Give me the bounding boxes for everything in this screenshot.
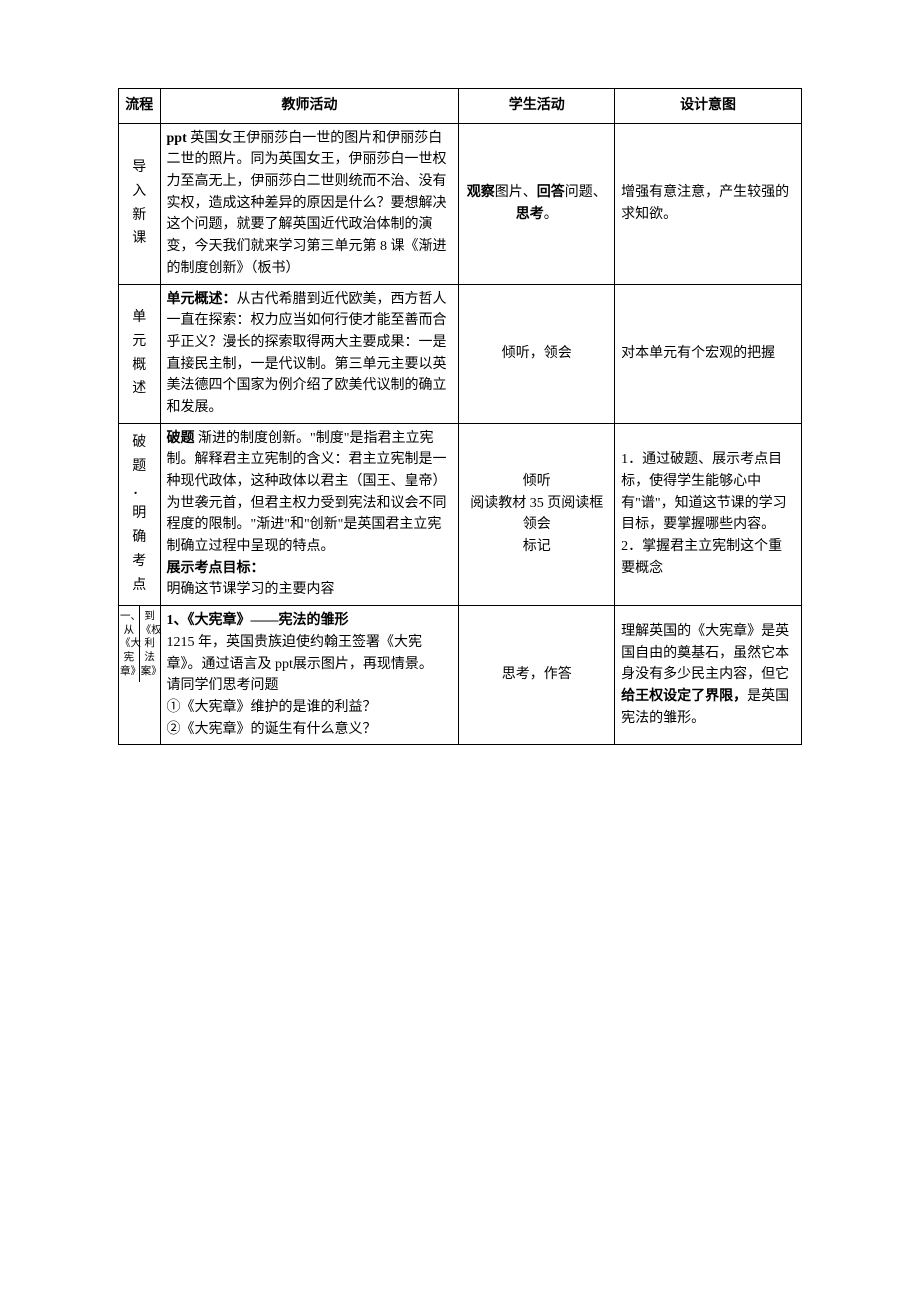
table-header-row: 流程 教师活动 学生活动 设计意图 [119, 89, 802, 124]
student-cell: 倾听阅读教材 35 页阅读框领会标记 [459, 423, 615, 606]
student-cell: 思考，作答 [459, 606, 615, 745]
teacher-cell: ppt 英国女王伊丽莎白一世的图片和伊丽莎白二世的照片。同为英国女王，伊丽莎白一… [160, 123, 459, 284]
teacher-cell: 单元概述：从古代希腊到近代欧美，西方哲人一直在探索：权力应当如何行使才能至善而合… [160, 284, 459, 423]
flow-cell-magna: 一、从《大宪章》 到《权利法案》 [119, 606, 161, 745]
flow-sub-inner: 到《权利法案》 [139, 606, 159, 682]
table-row: 一、从《大宪章》 到《权利法案》 1、《大宪章》——宪法的雏形1215 年，英国… [119, 606, 802, 745]
header-flow: 流程 [119, 89, 161, 124]
intent-cell: 增强有意注意，产生较强的求知欲。 [615, 123, 802, 284]
table-row: 导入新课 ppt 英国女王伊丽莎白一世的图片和伊丽莎白二世的照片。同为英国女王，… [119, 123, 802, 284]
header-teacher: 教师活动 [160, 89, 459, 124]
teacher-cell: 1、《大宪章》——宪法的雏形1215 年，英国贵族迫使约翰王签署《大宪章》。通过… [160, 606, 459, 745]
intent-cell: 理解英国的《大宪章》是英国自由的奠基石，虽然它本身没有多少民主内容，但它给王权设… [615, 606, 802, 745]
table-row: 单元概述 单元概述：从古代希腊到近代欧美，西方哲人一直在探索：权力应当如何行使才… [119, 284, 802, 423]
flow-cell-poti: 破题 ．明确考点 [119, 423, 161, 606]
flow-cell-intro: 导入新课 [119, 123, 161, 284]
teacher-cell: 破题 渐进的制度创新。"制度"是指君主立宪制。解释君主立宪制的含义：君主立宪制是… [160, 423, 459, 606]
intent-cell: 对本单元有个宏观的把握 [615, 284, 802, 423]
intent-cell: 1．通过破题、展示考点目标，使得学生能够心中有"谱"，知道这节课的学习目标，要掌… [615, 423, 802, 606]
document-page: 流程 教师活动 学生活动 设计意图 导入新课 ppt 英国女王伊丽莎白一世的图片… [0, 0, 920, 945]
header-student: 学生活动 [459, 89, 615, 124]
lesson-plan-table: 流程 教师活动 学生活动 设计意图 导入新课 ppt 英国女王伊丽莎白一世的图片… [118, 88, 802, 745]
table-row: 破题 ．明确考点 破题 渐进的制度创新。"制度"是指君主立宪制。解释君主立宪制的… [119, 423, 802, 606]
header-intent: 设计意图 [615, 89, 802, 124]
student-cell: 观察图片、回答问题、思考。 [459, 123, 615, 284]
student-cell: 倾听，领会 [459, 284, 615, 423]
flow-sub-outer: 一、从《大宪章》 [119, 606, 139, 682]
flow-cell-unit: 单元概述 [119, 284, 161, 423]
